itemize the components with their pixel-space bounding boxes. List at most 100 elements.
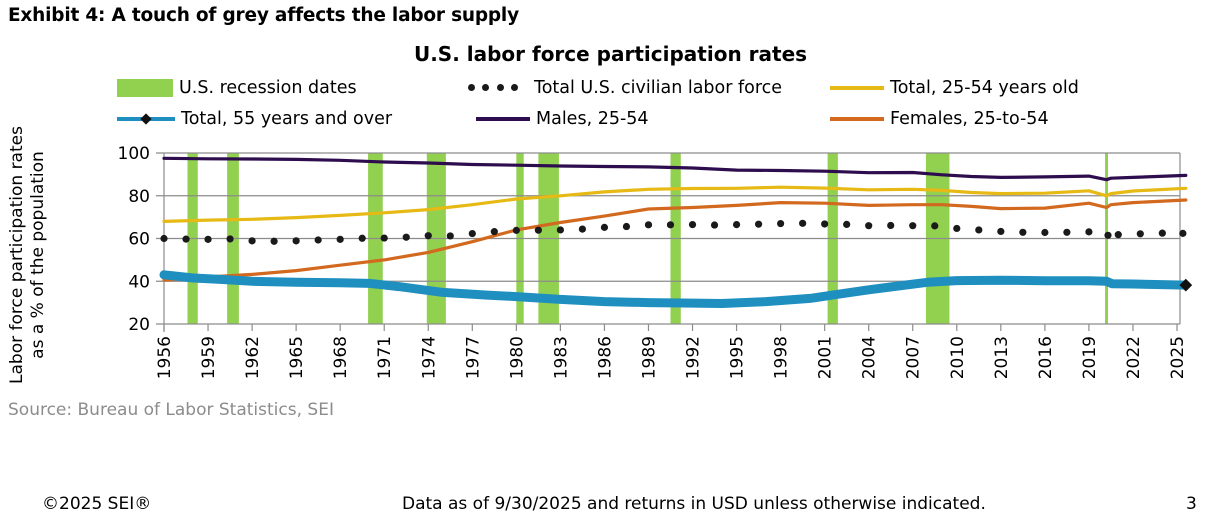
data-point-total-civilian — [754, 220, 763, 228]
legend-label: Males, 25-54 — [536, 109, 649, 129]
data-point-total-civilian — [732, 221, 741, 229]
data-point-total-civilian — [534, 226, 542, 234]
data-point-total-civilian — [953, 224, 961, 233]
x-tick-label: 1959 — [199, 336, 219, 379]
data-point-total-civilian — [336, 235, 344, 243]
x-tick-label: 1965 — [287, 336, 307, 379]
data-point-total-civilian — [1114, 231, 1122, 239]
series-line-total-55-over — [159, 270, 1191, 308]
data-point-total-civilian — [446, 232, 454, 240]
data-point-total-civilian — [799, 219, 807, 227]
x-tick-label: 2010 — [948, 336, 968, 379]
source-note: Source: Bureau of Labor Statistics, SEI — [8, 400, 334, 420]
legend-label: Total, 25-54 years old — [890, 78, 1079, 98]
chart-title: U.S. labor force participation rates — [413, 42, 808, 66]
x-tick-label: 1980 — [507, 336, 527, 379]
line-swatch-icon — [830, 117, 884, 121]
data-point-total-civilian — [600, 223, 609, 231]
legend-label: Total U.S. civilian labor force — [534, 78, 783, 98]
x-tick-label: 1983 — [551, 336, 571, 379]
data-point-total-civilian — [226, 235, 234, 243]
legend-item-females-25-54: Females, 25-to-54 — [830, 107, 1049, 131]
diamond-line-swatch-icon — [117, 113, 175, 125]
data-point-total-civilian — [490, 228, 498, 236]
legend-item-total-55-over: Total, 55 years and over — [117, 107, 392, 131]
x-tick-labels: 1956 1959 1962 1965 1968 1971 1974 1977 1980 1983… — [155, 336, 1188, 379]
legend-label: U.S. recession dates — [179, 78, 357, 98]
data-point-total-civilian — [160, 234, 168, 243]
data-point-total-civilian — [865, 222, 873, 230]
x-tick-label: 1971 — [375, 336, 395, 379]
x-tick-label: 1992 — [684, 336, 704, 379]
data-point-total-civilian — [314, 236, 322, 244]
data-series — [159, 156, 1193, 308]
data-point-total-civilian — [270, 237, 278, 245]
data-point-total-civilian — [292, 237, 300, 245]
data-point-total-civilian — [997, 227, 1005, 236]
y-tick-label: 100 — [118, 144, 150, 164]
data-point-total-civilian — [380, 234, 388, 242]
x-tick-label: 2022 — [1124, 336, 1144, 379]
x-tick-label: 1956 — [155, 336, 175, 379]
data-point-total-civilian — [887, 221, 895, 230]
x-tick-label: 2019 — [1080, 336, 1100, 379]
data-point-total-civilian — [622, 222, 631, 231]
legend-item-total-25-54: Total, 25-54 years old — [830, 76, 1079, 100]
data-point-total-civilian — [931, 222, 939, 230]
x-tick-label: 2007 — [904, 336, 924, 379]
x-tick-label: 1989 — [639, 336, 659, 379]
data-point-total-civilian — [1019, 228, 1027, 236]
legend-item-recession: U.S. recession dates — [117, 76, 357, 100]
data-point-total-civilian — [1158, 229, 1166, 237]
data-point-total-civilian — [1179, 229, 1187, 237]
legend-item-males-25-54: Males, 25-54 — [476, 107, 649, 131]
y-tick-label: 20 — [128, 315, 150, 335]
x-tick-label: 1986 — [595, 336, 615, 379]
data-point-total-civilian — [512, 226, 520, 234]
footer-copyright: ©2025 SEI® — [42, 494, 152, 514]
data-point-total-civilian — [204, 235, 212, 243]
series-line-males-25-54 — [162, 156, 1188, 182]
data-point-total-civilian — [248, 237, 256, 245]
page-number: 3 — [1186, 494, 1197, 514]
data-point-total-civilian — [1104, 231, 1112, 239]
data-point-total-civilian — [1085, 228, 1093, 236]
x-tick-label: 2004 — [860, 336, 880, 379]
exhibit-title: Exhibit 4: A touch of grey affects the l… — [8, 5, 519, 26]
x-tick-label: 1962 — [243, 336, 263, 379]
data-point-total-civilian — [688, 221, 697, 229]
data-point-total-civilian — [666, 221, 675, 229]
recession-swatch-icon — [117, 79, 173, 97]
data-point-total-civilian — [402, 233, 410, 241]
y-tick-label: 60 — [128, 230, 150, 250]
x-tick-label: 1998 — [772, 336, 792, 379]
data-point-total-civilian — [556, 226, 564, 234]
legend-label: Females, 25-to-54 — [890, 109, 1049, 129]
line-swatch-icon — [476, 117, 530, 121]
x-tick-label: 1968 — [331, 336, 351, 379]
data-point-total-civilian — [644, 221, 653, 229]
data-point-total-civilian — [975, 226, 983, 234]
data-point-total-civilian — [358, 234, 366, 242]
data-point-total-civilian — [1041, 228, 1049, 237]
footer-disclaimer: Data as of 9/30/2025 and returns in USD … — [402, 494, 986, 514]
x-tick-label: 2001 — [816, 336, 836, 379]
y-tick-labels: 20 40 60 80 100 — [118, 144, 150, 335]
y-tick-label: 40 — [128, 272, 150, 292]
data-point-total-civilian — [1136, 230, 1144, 238]
data-point-total-civilian — [843, 220, 851, 228]
series-line-total-25-54 — [162, 185, 1188, 223]
data-point-total-civilian — [182, 235, 190, 243]
data-point-total-civilian — [424, 232, 432, 240]
data-point-total-civilian — [710, 221, 719, 229]
data-point-total-civilian — [909, 222, 917, 230]
data-point-total-civilian — [777, 219, 785, 228]
x-tick-label: 1995 — [728, 336, 748, 379]
legend-item-total-civilian: Total U.S. civilian labor force — [462, 76, 782, 100]
data-point-total-civilian — [821, 220, 829, 228]
data-point-total-civilian — [578, 225, 587, 233]
chart-legend: U.S. recession dates Total U.S. civilian… — [0, 76, 1207, 136]
y-tick-label: 80 — [128, 187, 150, 207]
legend-label: Total, 55 years and over — [181, 109, 393, 129]
